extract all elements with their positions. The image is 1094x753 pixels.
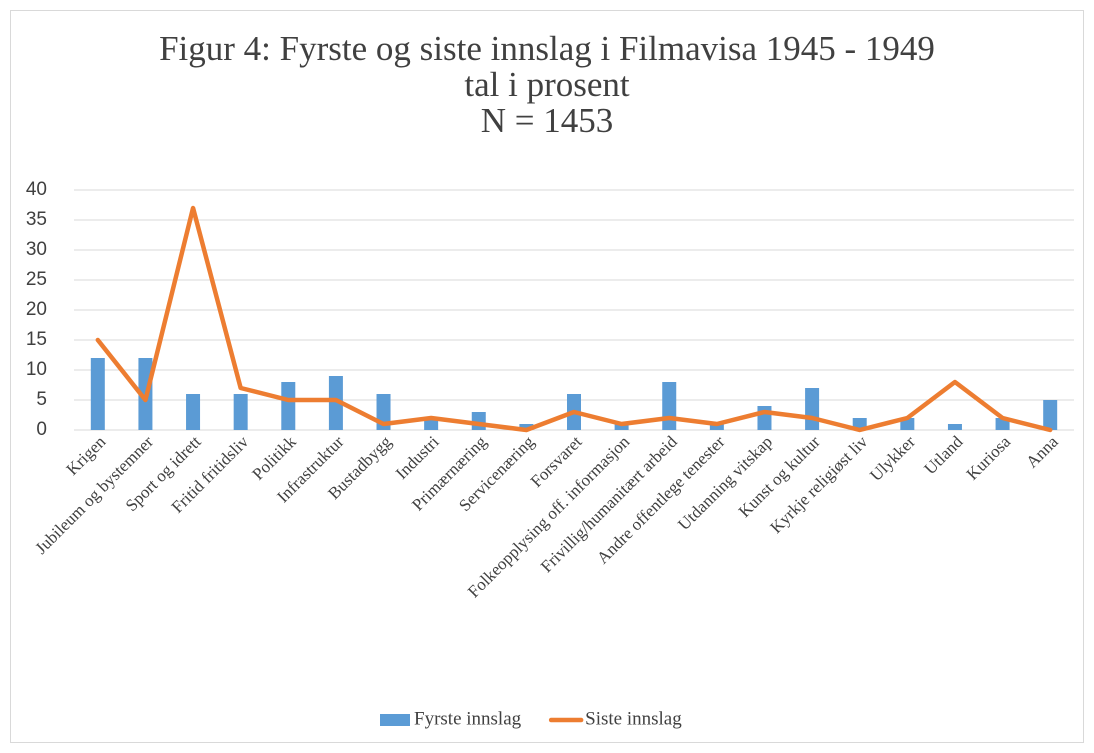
bar bbox=[519, 424, 534, 430]
bar bbox=[805, 388, 820, 430]
chart-border bbox=[10, 10, 1084, 743]
y-tick-label: 35 bbox=[26, 209, 47, 230]
bar bbox=[424, 418, 439, 430]
y-tick-label: 20 bbox=[26, 299, 47, 320]
bar bbox=[328, 376, 343, 430]
bar bbox=[614, 424, 629, 430]
bar bbox=[186, 394, 201, 430]
y-tick-label: 0 bbox=[36, 419, 47, 440]
chart-title: Figur 4: Fyrste og siste innslag i Filma… bbox=[159, 29, 935, 68]
bar bbox=[709, 424, 724, 430]
y-tick-label: 40 bbox=[26, 179, 47, 200]
bar bbox=[471, 412, 486, 430]
y-tick-label: 15 bbox=[26, 329, 47, 350]
bar bbox=[1043, 400, 1058, 430]
bar bbox=[233, 394, 248, 430]
bar bbox=[281, 382, 296, 430]
legend-label: Siste innslag bbox=[585, 708, 682, 729]
bar bbox=[90, 358, 105, 430]
line bbox=[95, 205, 1053, 433]
y-tick-label: 25 bbox=[26, 269, 47, 290]
legend-swatch bbox=[380, 714, 410, 726]
bar bbox=[662, 382, 677, 430]
bar bbox=[757, 406, 772, 430]
y-tick-label: 10 bbox=[26, 359, 47, 380]
bar bbox=[947, 424, 962, 430]
chart-title: N = 1453 bbox=[481, 101, 614, 140]
legend-label: Fyrste innslag bbox=[414, 708, 522, 729]
chart-title: tal i prosent bbox=[464, 65, 630, 104]
y-tick-label: 5 bbox=[36, 389, 47, 410]
y-tick-label: 30 bbox=[26, 239, 47, 260]
